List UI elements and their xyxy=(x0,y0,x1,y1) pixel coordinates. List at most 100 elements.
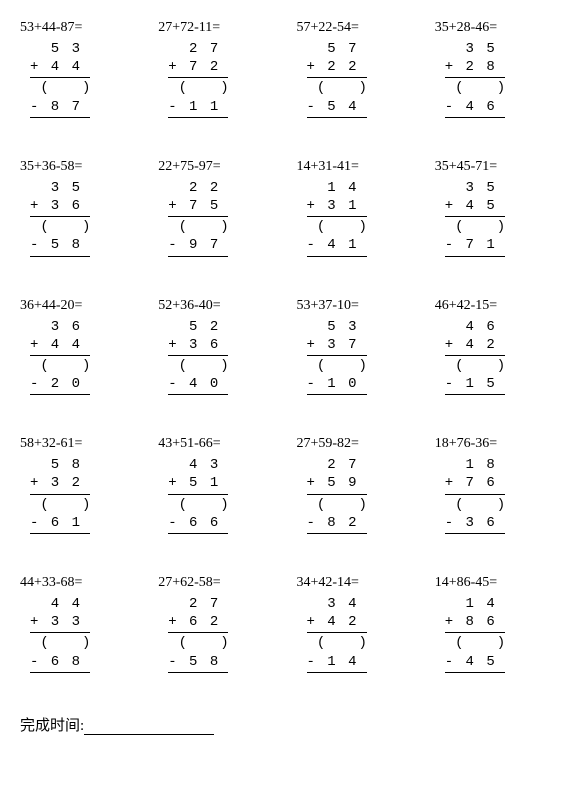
subtrahend: - 7 1 xyxy=(445,236,507,254)
rule xyxy=(445,533,505,534)
problem: 58+32-61= 5 8+ 3 2 ( )- 6 1 xyxy=(20,436,138,535)
problem: 27+59-82= 2 7+ 5 9 ( )- 8 2 xyxy=(297,436,415,535)
rule xyxy=(307,77,367,78)
vertical-work: 2 7+ 7 2 ( )- 1 1 xyxy=(168,40,230,119)
expression: 22+75-97= xyxy=(158,159,220,175)
problem: 36+44-20= 3 6+ 4 4 ( )- 2 0 xyxy=(20,298,138,397)
addend-2: + 3 1 xyxy=(307,197,369,215)
addend-2: + 7 6 xyxy=(445,474,507,492)
vertical-work: 3 5+ 2 8 ( )- 4 6 xyxy=(445,40,507,119)
sum-blank[interactable]: ( ) xyxy=(445,218,507,236)
problem: 14+31-41= 1 4+ 3 1 ( )- 4 1 xyxy=(297,159,415,258)
rule xyxy=(30,355,90,356)
problem: 27+72-11= 2 7+ 7 2 ( )- 1 1 xyxy=(158,20,276,119)
subtrahend: - 4 1 xyxy=(307,236,369,254)
rule xyxy=(168,494,228,495)
problem: 34+42-14= 3 4+ 4 2 ( )- 1 4 xyxy=(297,575,415,674)
addend-1: 1 4 xyxy=(445,595,507,613)
addend-2: + 2 2 xyxy=(307,58,369,76)
addend-2: + 7 2 xyxy=(168,58,230,76)
expression: 57+22-54= xyxy=(297,20,359,36)
footer-blank[interactable] xyxy=(84,734,214,735)
sum-blank[interactable]: ( ) xyxy=(30,79,92,97)
vertical-work: 5 7+ 2 2 ( )- 5 4 xyxy=(307,40,369,119)
problem: 53+44-87= 5 3+ 4 4 ( )- 8 7 xyxy=(20,20,138,119)
sum-blank[interactable]: ( ) xyxy=(445,357,507,375)
vertical-work: 3 5+ 3 6 ( )- 5 8 xyxy=(30,179,92,258)
problem: 53+37-10= 5 3+ 3 7 ( )- 1 0 xyxy=(297,298,415,397)
addend-1: 2 7 xyxy=(307,456,369,474)
vertical-work: 2 7+ 5 9 ( )- 8 2 xyxy=(307,456,369,535)
subtrahend: - 5 8 xyxy=(30,236,92,254)
subtrahend: - 1 4 xyxy=(307,653,369,671)
subtrahend: - 4 0 xyxy=(168,375,230,393)
sum-blank[interactable]: ( ) xyxy=(168,218,230,236)
sum-blank[interactable]: ( ) xyxy=(307,218,369,236)
rule xyxy=(307,216,367,217)
subtrahend: - 1 1 xyxy=(168,98,230,116)
problem: 35+36-58= 3 5+ 3 6 ( )- 5 8 xyxy=(20,159,138,258)
sum-blank[interactable]: ( ) xyxy=(307,496,369,514)
sum-blank[interactable]: ( ) xyxy=(168,634,230,652)
rule xyxy=(445,256,505,257)
rule xyxy=(168,533,228,534)
addend-1: 5 2 xyxy=(168,318,230,336)
sum-blank[interactable]: ( ) xyxy=(445,634,507,652)
addend-1: 5 3 xyxy=(30,40,92,58)
problem: 46+42-15= 4 6+ 4 2 ( )- 1 5 xyxy=(435,298,553,397)
problem: 27+62-58= 2 7+ 6 2 ( )- 5 8 xyxy=(158,575,276,674)
sum-blank[interactable]: ( ) xyxy=(445,496,507,514)
problem: 52+36-40= 5 2+ 3 6 ( )- 4 0 xyxy=(158,298,276,397)
expression: 43+51-66= xyxy=(158,436,220,452)
sum-blank[interactable]: ( ) xyxy=(30,218,92,236)
subtrahend: - 2 0 xyxy=(30,375,92,393)
subtrahend: - 6 1 xyxy=(30,514,92,532)
vertical-work: 1 4+ 3 1 ( )- 4 1 xyxy=(307,179,369,258)
vertical-work: 3 4+ 4 2 ( )- 1 4 xyxy=(307,595,369,674)
expression: 35+28-46= xyxy=(435,20,497,36)
sum-blank[interactable]: ( ) xyxy=(168,79,230,97)
addend-2: + 3 7 xyxy=(307,336,369,354)
rule xyxy=(168,77,228,78)
subtrahend: - 8 2 xyxy=(307,514,369,532)
rule xyxy=(30,216,90,217)
rule xyxy=(445,672,505,673)
sum-blank[interactable]: ( ) xyxy=(168,496,230,514)
vertical-work: 2 7+ 6 2 ( )- 5 8 xyxy=(168,595,230,674)
sum-blank[interactable]: ( ) xyxy=(30,496,92,514)
rule xyxy=(307,394,367,395)
addend-2: + 3 6 xyxy=(30,197,92,215)
vertical-work: 5 3+ 4 4 ( )- 8 7 xyxy=(30,40,92,119)
sum-blank[interactable]: ( ) xyxy=(168,357,230,375)
rule xyxy=(168,355,228,356)
rule xyxy=(445,494,505,495)
subtrahend: - 6 6 xyxy=(168,514,230,532)
rule xyxy=(30,256,90,257)
sum-blank[interactable]: ( ) xyxy=(30,357,92,375)
rule xyxy=(168,117,228,118)
expression: 36+44-20= xyxy=(20,298,82,314)
sum-blank[interactable]: ( ) xyxy=(307,79,369,97)
sum-blank[interactable]: ( ) xyxy=(307,357,369,375)
addend-2: + 2 8 xyxy=(445,58,507,76)
sum-blank[interactable]: ( ) xyxy=(445,79,507,97)
expression: 27+62-58= xyxy=(158,575,220,591)
sum-blank[interactable]: ( ) xyxy=(30,634,92,652)
addend-1: 3 4 xyxy=(307,595,369,613)
addend-1: 4 4 xyxy=(30,595,92,613)
addend-1: 5 8 xyxy=(30,456,92,474)
expression: 52+36-40= xyxy=(158,298,220,314)
vertical-work: 3 5+ 4 5 ( )- 7 1 xyxy=(445,179,507,258)
rule xyxy=(30,117,90,118)
expression: 27+59-82= xyxy=(297,436,359,452)
addend-2: + 3 2 xyxy=(30,474,92,492)
addend-1: 3 6 xyxy=(30,318,92,336)
subtrahend: - 6 8 xyxy=(30,653,92,671)
sum-blank[interactable]: ( ) xyxy=(307,634,369,652)
vertical-work: 4 4+ 3 3 ( )- 6 8 xyxy=(30,595,92,674)
addend-2: + 3 6 xyxy=(168,336,230,354)
rule xyxy=(30,394,90,395)
rule xyxy=(30,533,90,534)
addend-1: 2 2 xyxy=(168,179,230,197)
problem: 18+76-36= 1 8+ 7 6 ( )- 3 6 xyxy=(435,436,553,535)
